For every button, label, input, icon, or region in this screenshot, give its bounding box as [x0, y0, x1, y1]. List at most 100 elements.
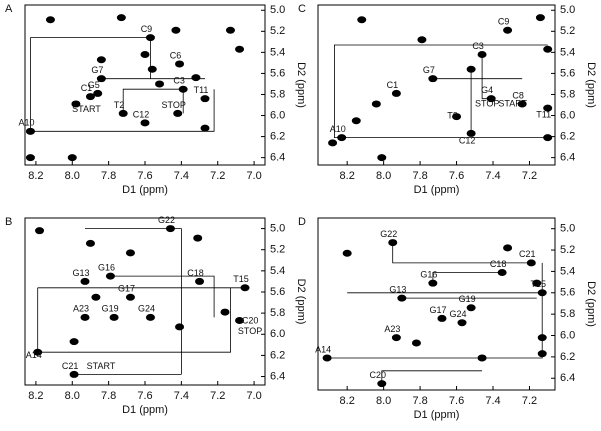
y-tick-label: 5.4 [560, 265, 575, 277]
peak [477, 354, 487, 362]
x-tick-label: 8.0 [65, 390, 80, 402]
y-tick-label: 5.2 [270, 25, 285, 37]
peak [80, 277, 90, 285]
peak [220, 308, 230, 316]
peak [391, 89, 401, 97]
peak [503, 244, 513, 252]
peak [96, 56, 106, 64]
x-tick-label: 7.4 [174, 390, 189, 402]
y-tick-label: 5.0 [270, 4, 285, 16]
peak [377, 380, 387, 388]
panel-label: C [298, 3, 306, 15]
x-tick-label: 8.0 [376, 170, 391, 182]
peak-label: START [498, 99, 527, 109]
y-tick-label: 6.2 [560, 130, 575, 142]
y-tick-label: 5.2 [560, 25, 575, 37]
peak-label: G22 [158, 215, 175, 225]
x-tick-label: 7.4 [485, 170, 500, 182]
peak [397, 294, 407, 302]
peak-label: C8 [512, 90, 524, 100]
peak [96, 75, 106, 83]
peak [517, 100, 527, 108]
y-tick-label: 5.8 [270, 88, 285, 100]
x-tick-label: 8.2 [340, 395, 355, 407]
peak [85, 239, 95, 247]
peak [337, 134, 347, 142]
peak [140, 50, 150, 58]
peak-label: C3 [173, 76, 185, 86]
y-tick-label: 5.2 [270, 244, 285, 256]
peak-label: G24 [450, 309, 467, 319]
peak-label: C12 [133, 109, 150, 119]
peak-label: G7 [423, 65, 435, 75]
peak [25, 154, 35, 162]
panel-label: D [298, 216, 306, 228]
x-tick-label: 8.2 [28, 390, 43, 402]
peak-label: C18 [187, 268, 204, 278]
x-tick-label: 7.8 [412, 395, 427, 407]
peak [69, 370, 79, 378]
x-tick-label: 8.0 [376, 395, 391, 407]
peak [240, 284, 250, 292]
plot-frame [317, 217, 556, 391]
peak-label: A23 [73, 304, 89, 314]
y-tick-label: 6.0 [560, 329, 575, 341]
walk-line [37, 228, 245, 375]
y-tick-label: 5.0 [270, 222, 285, 234]
peak [486, 95, 496, 103]
peak-label: C12 [459, 136, 476, 146]
peak [503, 26, 513, 34]
peak [391, 334, 401, 342]
y-tick-label: 5.8 [560, 308, 575, 320]
peak [535, 14, 545, 22]
y-tick-label: 5.0 [560, 223, 575, 235]
y-tick-label: 6.2 [270, 349, 285, 361]
y-tick-label: 5.8 [270, 307, 285, 319]
peak [85, 93, 95, 101]
y-tick-label: 5.6 [270, 67, 285, 79]
peak-label: G24 [138, 304, 155, 314]
peak [116, 14, 126, 22]
x-tick-label: 7.4 [485, 395, 500, 407]
y-tick-label: 6.4 [560, 152, 575, 164]
peak-label: T11 [194, 85, 209, 95]
peak [145, 34, 155, 42]
peak [175, 60, 185, 68]
peak [537, 289, 547, 297]
peak-label: T2 [114, 100, 125, 110]
x-axis-label: D1 (ppm) [122, 404, 168, 416]
x-tick-label: 7.2 [210, 170, 225, 182]
peak [145, 313, 155, 321]
x-tick-label: 7.8 [101, 170, 116, 182]
peak [140, 119, 150, 127]
y-tick-label: 5.8 [560, 88, 575, 100]
y-tick-label: 5.4 [560, 46, 575, 58]
peak [351, 117, 361, 125]
x-tick-label: 7.0 [246, 170, 261, 182]
plot-frame [317, 4, 556, 166]
peak-label: G13 [72, 268, 89, 278]
peak [537, 334, 547, 342]
peak [165, 225, 175, 233]
peak [457, 319, 467, 327]
peak-label: STOP [475, 99, 499, 109]
peak [342, 249, 352, 257]
peak [195, 277, 205, 285]
peak [497, 268, 507, 276]
peak [357, 16, 367, 24]
peak-label: G5 [88, 80, 100, 90]
y-tick-label: 5.0 [560, 4, 575, 16]
peak-label: C21 [62, 361, 79, 371]
y-tick-label: 5.6 [270, 286, 285, 298]
y-axis-label: D2 (ppm) [585, 281, 597, 327]
y-tick-label: 6.4 [270, 370, 285, 382]
peak [537, 350, 547, 358]
peak-label: C18 [490, 259, 507, 269]
peak [225, 26, 235, 34]
x-tick-label: 7.6 [137, 390, 152, 402]
y-axis-label: D2 (ppm) [585, 62, 597, 108]
peak [93, 89, 103, 97]
peak [452, 113, 462, 121]
panel-label: A [5, 3, 13, 15]
x-tick-label: 7.8 [101, 390, 116, 402]
